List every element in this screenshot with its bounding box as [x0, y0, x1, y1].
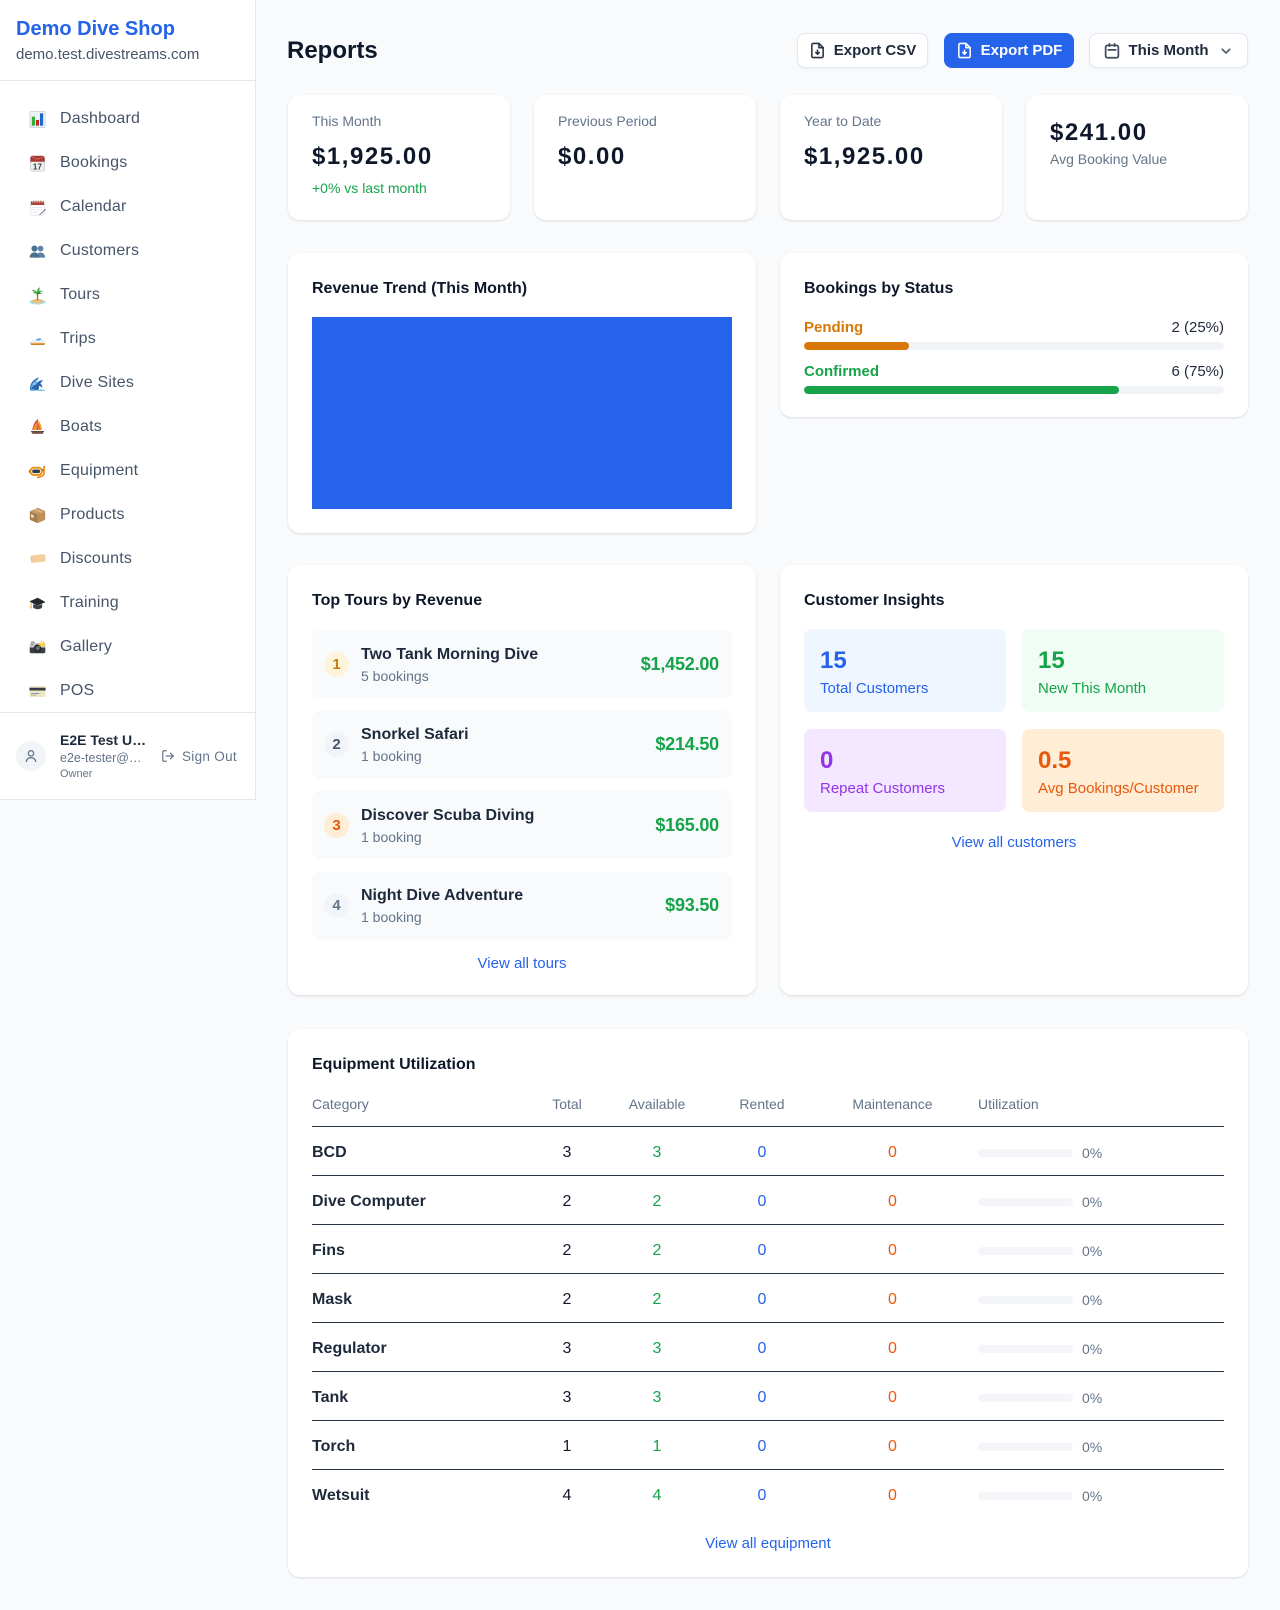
svg-text:17: 17: [33, 162, 43, 171]
